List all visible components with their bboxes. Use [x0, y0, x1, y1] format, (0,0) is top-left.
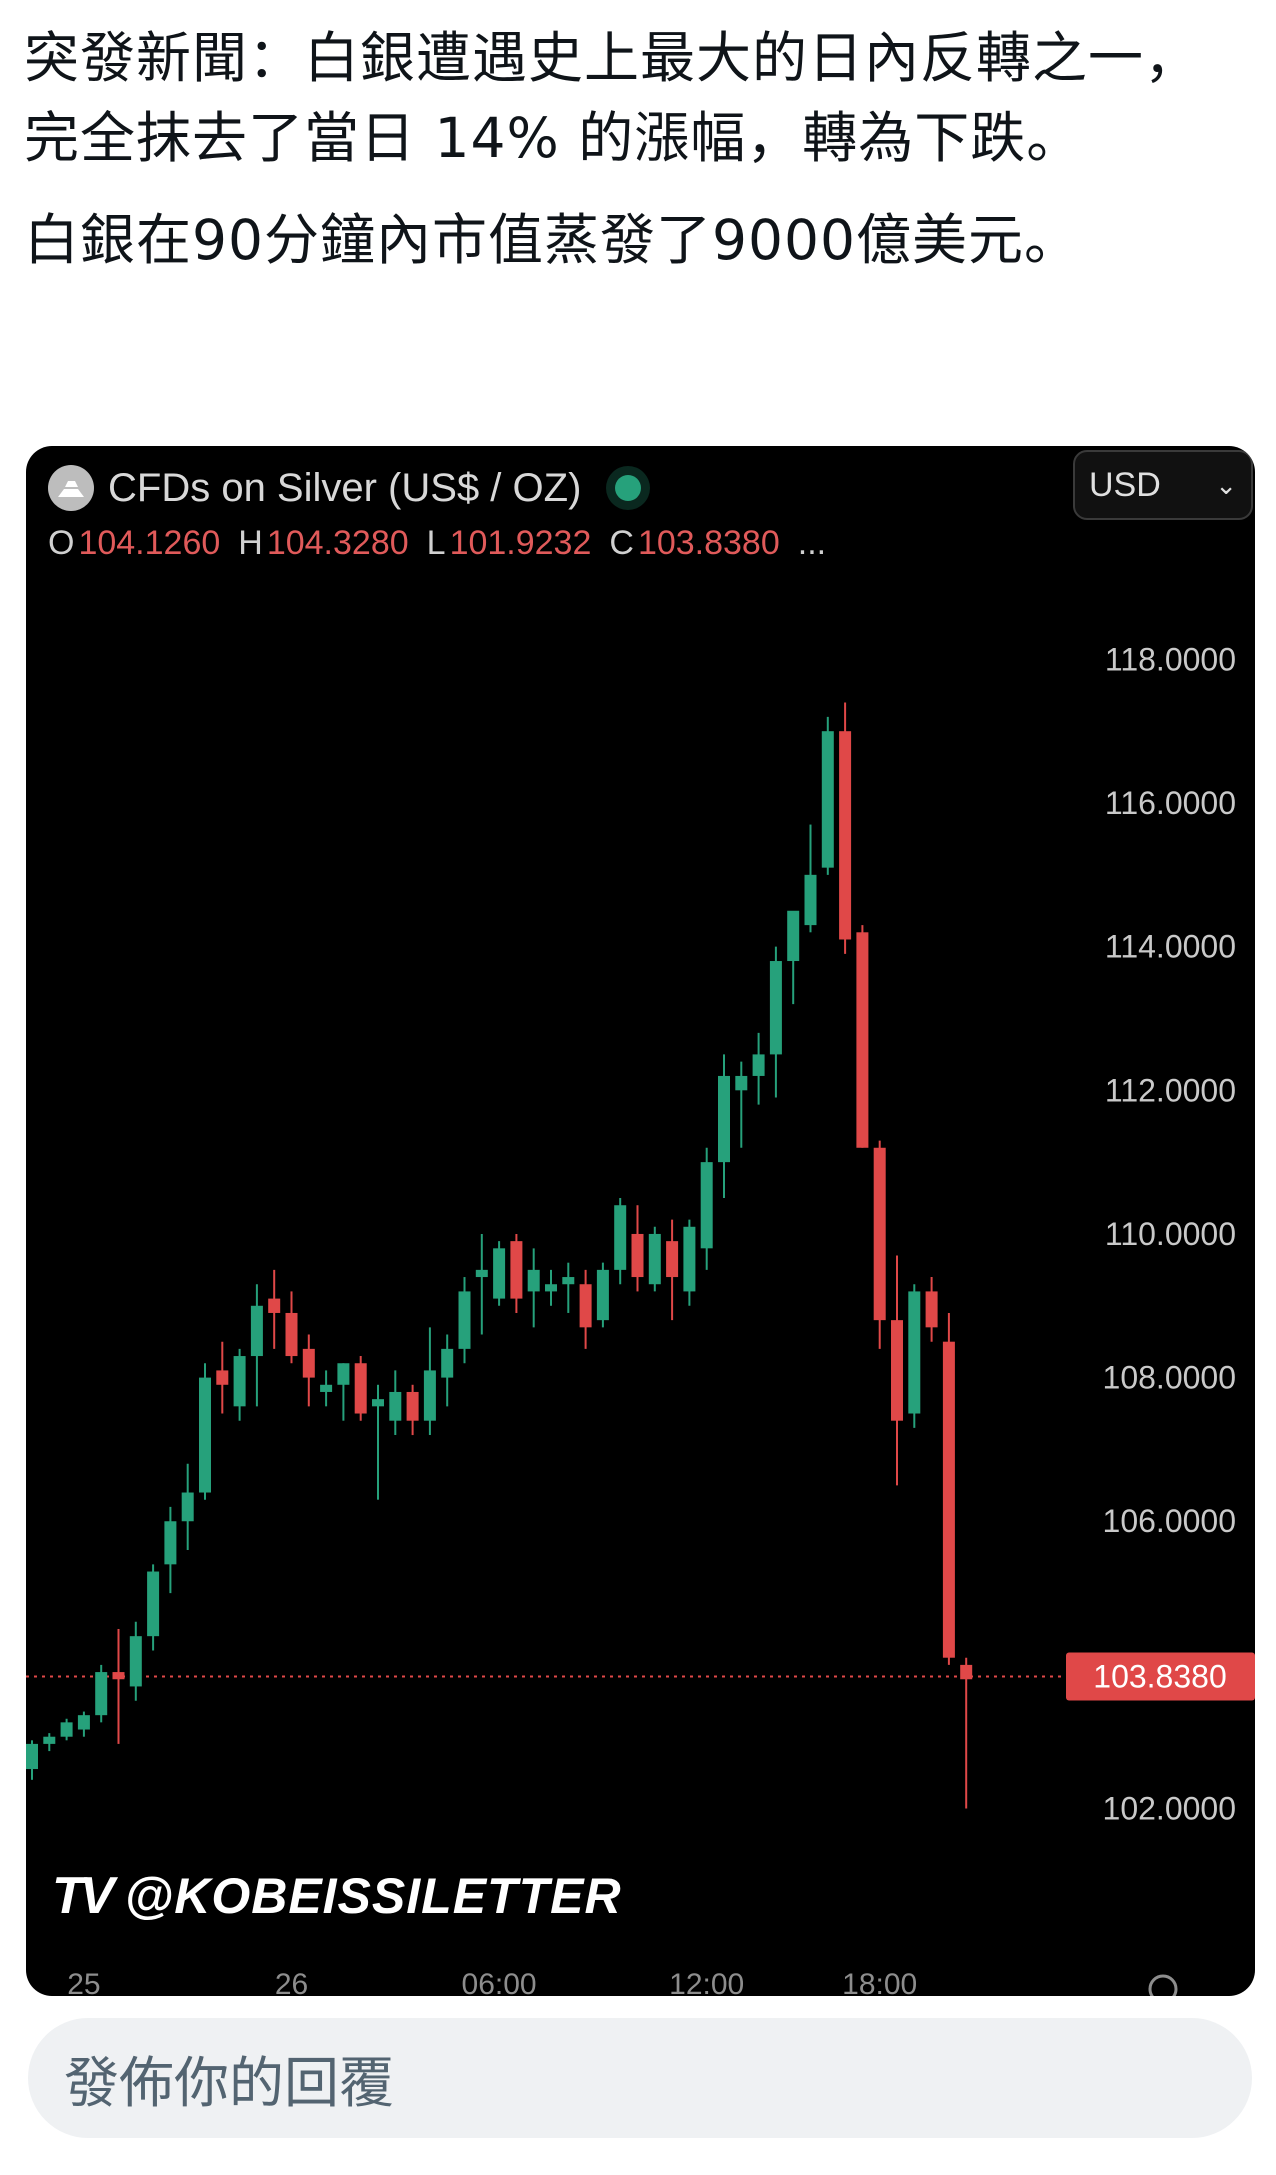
candle-body — [389, 1391, 402, 1421]
chart-header: CFDs on Silver (US$ / OZ) — [48, 460, 642, 516]
candle-body — [77, 1715, 90, 1730]
candle-body — [302, 1348, 315, 1378]
candle-body — [614, 1205, 627, 1270]
low-value: 101.9232 — [449, 523, 592, 562]
candle-body — [942, 1341, 955, 1658]
y-tick-label: 116.0000 — [1105, 785, 1236, 821]
candle-body — [285, 1312, 298, 1357]
candle-body — [718, 1075, 730, 1163]
chevron-down-icon: ⌄ — [1215, 469, 1237, 500]
candle-body — [856, 932, 869, 1148]
x-tick-label: 18:00 — [842, 1968, 917, 1996]
candle-body — [700, 1162, 713, 1249]
y-tick-label: 118.0000 — [1105, 641, 1236, 677]
candle-body — [423, 1370, 436, 1421]
y-tick-label: 106.0000 — [1103, 1503, 1236, 1539]
candle-body — [147, 1571, 160, 1637]
candle-body — [925, 1291, 938, 1328]
candle-body — [354, 1363, 367, 1414]
chart-image[interactable]: 118.0000 116.0000 114.0000 112.0000 110.0000… — [26, 446, 1255, 1996]
currency-select[interactable]: USD ⌄ — [1073, 450, 1253, 520]
candle-body — [527, 1269, 540, 1292]
tradingview-logo: TV — [52, 1867, 114, 1925]
high-value: 104.3280 — [266, 523, 409, 562]
candle-body — [562, 1277, 575, 1285]
candle-body — [164, 1521, 177, 1565]
close-value: 103.8380 — [637, 523, 780, 562]
candle-body — [268, 1298, 281, 1313]
last-price-label: 103.8380 — [1093, 1659, 1226, 1695]
x-tick-label: 26 — [275, 1968, 308, 1996]
tradingview-watermark: TV @KOBEISSILETTER — [52, 1866, 622, 1926]
x-tick-label: 25 — [67, 1968, 100, 1996]
candle-body — [666, 1241, 679, 1278]
candle-body — [804, 874, 817, 926]
candle-body — [493, 1248, 506, 1299]
candle-body — [873, 1147, 886, 1321]
candle-body — [181, 1492, 194, 1522]
candle-body — [960, 1664, 973, 1680]
close-key: C — [609, 523, 634, 562]
candle-body — [579, 1284, 592, 1328]
post-paragraph-2: 白銀在90分鐘內市值蒸發了9000億美元。 — [24, 208, 1080, 272]
candle-body — [596, 1269, 609, 1321]
candle-body — [320, 1384, 333, 1392]
open-value: 104.1260 — [78, 523, 221, 562]
watermark-handle: @KOBEISSILETTER — [124, 1868, 622, 1924]
y-tick-label: 112.0000 — [1105, 1072, 1236, 1108]
currency-value: USD — [1089, 465, 1161, 504]
candle-body — [441, 1348, 454, 1378]
candle-body — [43, 1736, 56, 1744]
candle-body — [112, 1672, 125, 1680]
candle-body — [26, 1743, 38, 1770]
open-key: O — [48, 523, 75, 562]
candle-body — [60, 1722, 73, 1737]
settings-gear-icon — [1148, 1974, 1178, 1996]
candle-body — [216, 1370, 229, 1385]
candle-body — [129, 1636, 142, 1687]
candle-body — [372, 1399, 384, 1407]
high-key: H — [238, 523, 263, 562]
post-text: 突發新聞：白銀遭遇史上最大的日內反轉之一，完全抹去了當日 14% 的漲幅，轉為下… — [24, 18, 1254, 302]
candle-body — [631, 1233, 644, 1278]
candle-body — [839, 731, 852, 940]
candle-body — [250, 1305, 263, 1357]
reply-bar: 發佈你的回覆 — [0, 1996, 1276, 2175]
candle-body — [683, 1226, 696, 1292]
candle-body — [752, 1054, 765, 1076]
y-tick-label: 110.0000 — [1105, 1216, 1236, 1252]
x-tick-label: 12:00 — [669, 1968, 744, 1996]
candle-body — [337, 1363, 350, 1385]
y-tick-label: 108.0000 — [1103, 1360, 1236, 1396]
more-ellipsis: ... — [797, 523, 827, 562]
candle-body — [458, 1291, 471, 1349]
candle-body — [787, 910, 800, 962]
candle-body — [821, 731, 834, 868]
x-tick-label: 06:00 — [462, 1968, 537, 1996]
candle-body — [406, 1391, 419, 1421]
candle-body — [891, 1320, 903, 1421]
chart-title: CFDs on Silver (US$ / OZ) — [108, 465, 582, 510]
candle-body — [510, 1241, 523, 1299]
candle-body — [475, 1269, 488, 1278]
candle-body — [735, 1075, 748, 1091]
y-tick-label: 114.0000 — [1105, 929, 1236, 965]
candle-body — [769, 961, 782, 1055]
candle-body — [95, 1672, 108, 1716]
candlestick-chart: 118.0000 116.0000 114.0000 112.0000 110.0000… — [26, 641, 1255, 1996]
last-price-tag — [1066, 1652, 1255, 1701]
ohlc-legend: O 104.1260 H 104.3280 L 101.9232 C 103.8… — [48, 520, 830, 566]
candle-body — [648, 1233, 661, 1285]
y-tick-label: 102.0000 — [1103, 1791, 1236, 1827]
candle-body — [545, 1284, 557, 1292]
candle-body — [199, 1377, 211, 1493]
candle-body — [233, 1356, 246, 1407]
reply-placeholder: 發佈你的回覆 — [64, 2051, 395, 2115]
market-open-dot-icon — [615, 475, 642, 501]
silver-bars-icon — [48, 465, 94, 511]
low-key: L — [426, 523, 446, 562]
candle-body — [908, 1291, 921, 1414]
post-paragraph-1: 突發新聞：白銀遭遇史上最大的日內反轉之一，完全抹去了當日 14% 的漲幅，轉為下… — [24, 26, 1201, 170]
reply-input[interactable]: 發佈你的回覆 — [28, 2018, 1252, 2138]
